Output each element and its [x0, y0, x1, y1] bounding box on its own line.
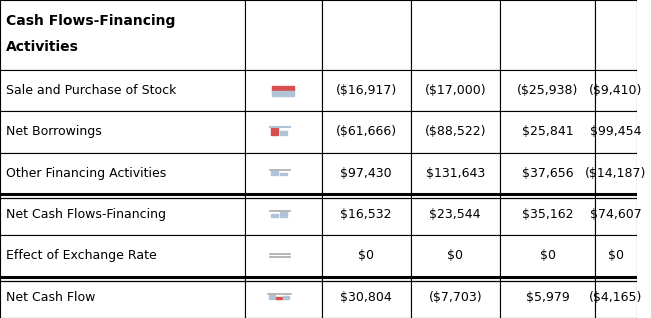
Text: $0: $0: [540, 250, 555, 262]
Text: Activities: Activities: [7, 40, 79, 54]
Bar: [411, 70, 500, 111]
Bar: [322, 111, 411, 153]
Bar: [245, 111, 322, 153]
Bar: [245, 0, 322, 70]
Bar: [595, 235, 637, 277]
Bar: [411, 194, 500, 235]
Bar: [322, 277, 411, 318]
Text: $37,656: $37,656: [521, 167, 574, 180]
Bar: [245, 194, 322, 235]
Text: ($14,187): ($14,187): [585, 167, 646, 180]
Bar: [271, 128, 278, 135]
Bar: [322, 153, 411, 194]
Bar: [500, 70, 595, 111]
Bar: [271, 171, 278, 175]
Bar: [280, 211, 288, 217]
Bar: [500, 194, 595, 235]
Bar: [595, 70, 637, 111]
Text: $0: $0: [608, 250, 624, 262]
Text: ($88,522): ($88,522): [424, 126, 486, 138]
Bar: [0, 153, 245, 194]
Text: ($7,703): ($7,703): [428, 291, 482, 304]
Bar: [280, 173, 288, 175]
Text: $23,544: $23,544: [430, 208, 481, 221]
Bar: [245, 235, 322, 277]
Bar: [0, 194, 245, 235]
Bar: [595, 111, 637, 153]
Bar: [411, 235, 500, 277]
Text: Cash Flows-Financing: Cash Flows-Financing: [7, 14, 176, 28]
Bar: [283, 91, 294, 96]
Bar: [272, 86, 283, 91]
Text: $99,454: $99,454: [590, 126, 642, 138]
Bar: [411, 277, 500, 318]
Text: $0: $0: [447, 250, 464, 262]
Bar: [283, 296, 289, 299]
Bar: [322, 0, 411, 70]
Text: ($17,000): ($17,000): [424, 84, 486, 97]
Bar: [245, 153, 322, 194]
Text: ($16,917): ($16,917): [335, 84, 396, 97]
Bar: [500, 153, 595, 194]
Bar: [0, 0, 245, 70]
Text: $30,804: $30,804: [340, 291, 392, 304]
Bar: [0, 111, 245, 153]
Text: $25,841: $25,841: [521, 126, 574, 138]
Bar: [500, 111, 595, 153]
Bar: [269, 295, 275, 299]
Text: Effect of Exchange Rate: Effect of Exchange Rate: [7, 250, 157, 262]
Text: ($9,410): ($9,410): [589, 84, 643, 97]
Bar: [272, 91, 283, 96]
Bar: [595, 0, 637, 70]
Text: ($61,666): ($61,666): [335, 126, 396, 138]
Text: Net Cash Flow: Net Cash Flow: [7, 291, 96, 304]
Text: Other Financing Activities: Other Financing Activities: [7, 167, 167, 180]
Bar: [271, 214, 278, 217]
Text: ($4,165): ($4,165): [589, 291, 643, 304]
Bar: [411, 0, 500, 70]
Bar: [595, 277, 637, 318]
Bar: [500, 0, 595, 70]
Bar: [0, 70, 245, 111]
Text: $35,162: $35,162: [522, 208, 574, 221]
Bar: [245, 70, 322, 111]
Bar: [0, 277, 245, 318]
Bar: [322, 70, 411, 111]
Text: $0: $0: [358, 250, 374, 262]
Text: $97,430: $97,430: [340, 167, 392, 180]
Bar: [322, 235, 411, 277]
Bar: [283, 86, 294, 91]
Bar: [500, 235, 595, 277]
Text: $16,532: $16,532: [340, 208, 392, 221]
Text: Sale and Purchase of Stock: Sale and Purchase of Stock: [7, 84, 176, 97]
Bar: [595, 194, 637, 235]
Text: $131,643: $131,643: [426, 167, 485, 180]
Text: $74,607: $74,607: [590, 208, 642, 221]
Text: Net Cash Flows-Financing: Net Cash Flows-Financing: [7, 208, 167, 221]
Bar: [280, 131, 288, 135]
Text: $5,979: $5,979: [526, 291, 570, 304]
Bar: [595, 153, 637, 194]
Bar: [500, 277, 595, 318]
Bar: [411, 111, 500, 153]
Bar: [411, 153, 500, 194]
Text: ($25,938): ($25,938): [517, 84, 578, 97]
Bar: [322, 194, 411, 235]
Bar: [245, 277, 322, 318]
Bar: [0, 235, 245, 277]
Bar: [276, 297, 282, 299]
Text: Net Borrowings: Net Borrowings: [7, 126, 102, 138]
